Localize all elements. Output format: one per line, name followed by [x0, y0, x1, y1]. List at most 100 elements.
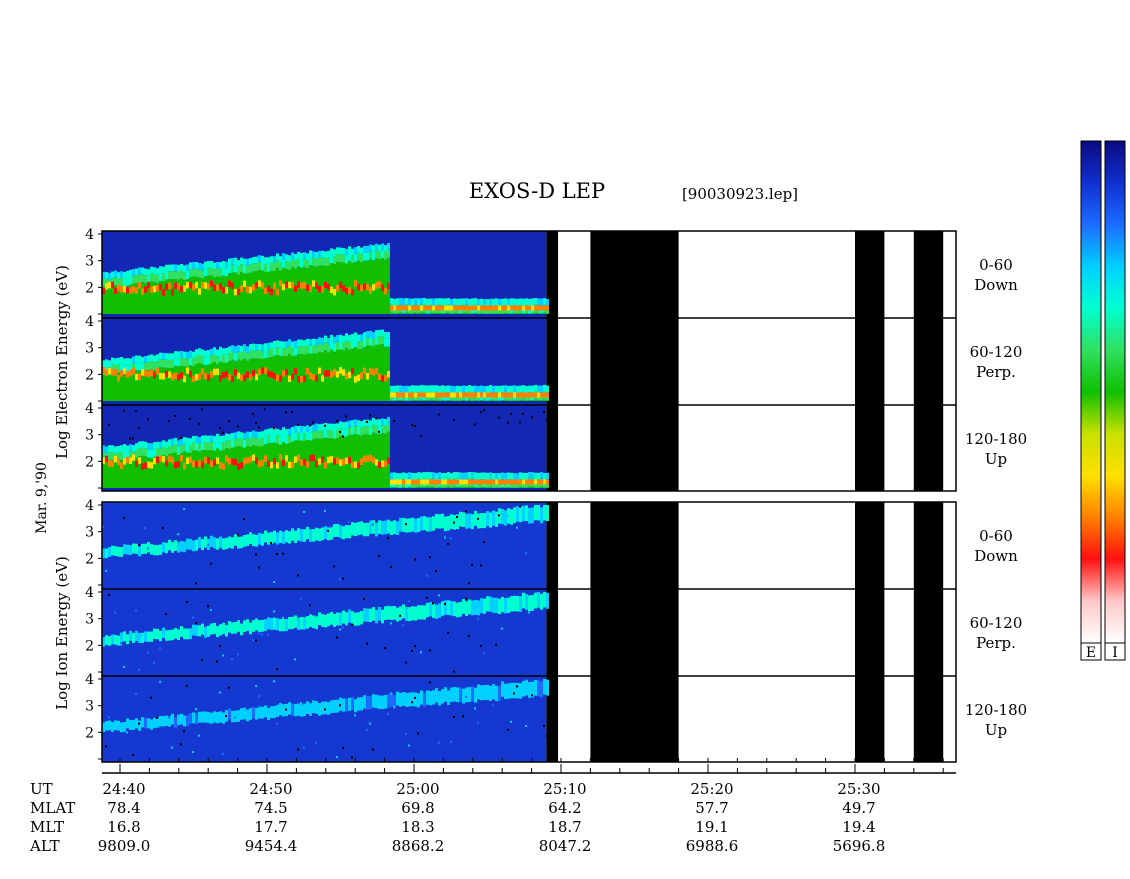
- spectrum-cell: [534, 680, 537, 696]
- spectrum-noise: [144, 527, 146, 529]
- spectrum-cell: [501, 479, 504, 484]
- spectrum-cell: [522, 305, 525, 310]
- spectrum-cell: [543, 392, 546, 397]
- spectrum-cell: [501, 681, 504, 696]
- spectrum-cell: [120, 357, 123, 364]
- spectrum-cell: [324, 336, 327, 343]
- spectrum-cell: [108, 636, 111, 646]
- spectrum-cell: [117, 287, 120, 314]
- spectrum-cell: [369, 435, 372, 488]
- spectrum-noise: [123, 410, 125, 412]
- spectrum-cell: [252, 445, 255, 488]
- spectrum-noise: [474, 707, 476, 709]
- spectrum-cell: [411, 299, 414, 306]
- spectrum-cell: [498, 299, 501, 306]
- spectrum-cell: [147, 282, 150, 288]
- spectrum-noise: [456, 516, 458, 518]
- spectrum-cell: [504, 479, 507, 484]
- spectrum-noise: [123, 666, 125, 668]
- y-tick-label: 3: [85, 699, 94, 715]
- spectrum-cell: [402, 313, 405, 314]
- spectrum-cell: [417, 313, 420, 314]
- spectrum-cell: [471, 479, 474, 484]
- spectrum-cell: [177, 366, 180, 401]
- spectrum-cell: [135, 450, 138, 458]
- spectrum-cell: [186, 438, 189, 445]
- spectrum-cell: [441, 400, 444, 401]
- spectrum-cell: [402, 305, 405, 310]
- spectrum-cell: [537, 386, 540, 393]
- panel-direction-label: Up: [985, 450, 1007, 468]
- spectrum-cell: [369, 251, 372, 259]
- spectrum-cell: [267, 357, 270, 401]
- spectrum-cell: [216, 712, 219, 723]
- spectrum-cell: [366, 246, 369, 253]
- spectrum-cell: [366, 696, 369, 709]
- spectrum-noise: [519, 421, 521, 423]
- spectrum-noise: [207, 605, 209, 607]
- spectrum-cell: [111, 634, 114, 644]
- spectrum-cell: [495, 392, 498, 397]
- spectrum-cell: [240, 286, 243, 292]
- spectrum-cell: [168, 540, 171, 551]
- spectrum-cell: [324, 251, 327, 258]
- spectrum-cell: [507, 479, 510, 484]
- spectrum-cell: [111, 546, 114, 556]
- spectrum-cell: [483, 472, 486, 479]
- spectrum-cell: [114, 546, 117, 556]
- spectrum-cell: [426, 313, 429, 314]
- spectrum-cell: [213, 451, 216, 488]
- spectrum-cell: [462, 479, 465, 484]
- spectrum-cell: [333, 351, 336, 401]
- spectrum-cell: [441, 514, 444, 528]
- spectrum-cell: [273, 706, 276, 718]
- spectrum-cell: [246, 438, 249, 446]
- spectrum-noise: [372, 749, 374, 751]
- spectrum-cell: [477, 299, 480, 306]
- spectrum-cell: [342, 611, 345, 624]
- spectrum-cell: [141, 372, 144, 401]
- spectrum-noise: [252, 639, 254, 641]
- spectrum-cell: [264, 358, 267, 401]
- spectrum-cell: [525, 479, 528, 484]
- spectrum-cell: [288, 270, 291, 314]
- spectrum-cell: [321, 702, 324, 715]
- spectrum-cell: [198, 444, 201, 452]
- spectrum-cell: [231, 433, 234, 440]
- spectrum-cell: [351, 249, 354, 256]
- spectrum-cell: [405, 400, 408, 401]
- spectrum-cell: [285, 369, 288, 375]
- spectrum-cell: [198, 263, 201, 270]
- spectrum-cell: [147, 718, 150, 728]
- spectrum-cell: [507, 305, 510, 310]
- spectrum-cell: [156, 448, 159, 456]
- spectrum-cell: [258, 438, 261, 446]
- spectrum-cell: [225, 371, 228, 377]
- spectrum-cell: [132, 544, 135, 554]
- spectrum-cell: [522, 299, 525, 306]
- spectrum-cell: [108, 375, 111, 401]
- spectrum-cell: [261, 438, 264, 446]
- spectrum-cell: [477, 684, 480, 699]
- spectrum-cell: [174, 540, 177, 551]
- spectrum-cell: [270, 342, 273, 349]
- spectrum-cell: [492, 510, 495, 525]
- spectrum-cell: [297, 528, 300, 540]
- spectrum-cell: [381, 425, 384, 433]
- spectrum-cell: [252, 350, 255, 358]
- spectrum-cell: [210, 442, 213, 450]
- spectrum-cell: [108, 360, 111, 367]
- spectrum-cell: [504, 400, 507, 401]
- spectrum-noise: [366, 643, 368, 645]
- spectrum-cell: [120, 547, 123, 557]
- spectrum-cell: [117, 458, 120, 464]
- spectrum-cell: [474, 298, 477, 305]
- spectrum-cell: [363, 456, 366, 462]
- spectrum-cell: [378, 696, 381, 710]
- spectrum-cell: [417, 693, 420, 707]
- spectrum-cell: [507, 683, 510, 698]
- spectrum-cell: [222, 538, 225, 549]
- panel-direction-label: Perp.: [976, 363, 1016, 381]
- spectrum-noise: [120, 643, 122, 645]
- spectrum-noise: [330, 526, 332, 528]
